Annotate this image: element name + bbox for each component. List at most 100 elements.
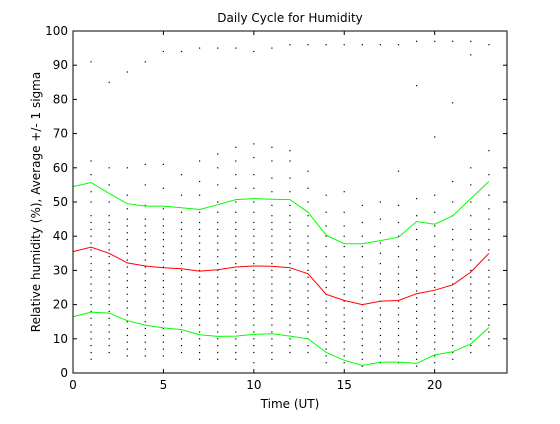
scatter-point	[307, 225, 309, 227]
scatter-point	[271, 310, 273, 312]
scatter-point	[217, 167, 219, 169]
scatter-point	[470, 317, 472, 319]
scatter-point	[416, 331, 418, 333]
scatter-point	[416, 351, 418, 354]
scatter-point	[452, 40, 454, 42]
scatter-point	[488, 218, 490, 220]
scatter-point	[343, 355, 345, 357]
scatter-point	[434, 273, 436, 275]
scatter-point	[379, 314, 381, 316]
x-tick-label: 20	[427, 378, 442, 392]
scatter-point	[379, 334, 381, 336]
scatter-point	[488, 324, 490, 326]
scatter-point	[108, 235, 110, 237]
scatter-point	[361, 290, 363, 292]
scatter-point	[235, 276, 237, 278]
scatter-point	[217, 338, 219, 340]
scatter-point	[126, 348, 128, 350]
scatter-point	[289, 177, 291, 179]
scatter-point	[90, 215, 92, 217]
scatter-point	[126, 71, 128, 73]
scatter-point	[379, 293, 381, 295]
scatter-point	[434, 300, 436, 302]
scatter-point	[307, 331, 309, 333]
scatter-point	[180, 290, 183, 292]
scatter-point	[199, 269, 201, 271]
scatter-point	[325, 327, 327, 330]
scatter-point	[361, 331, 363, 333]
scatter-point	[126, 293, 128, 295]
scatter-point	[452, 338, 454, 340]
scatter-point	[416, 259, 418, 261]
scatter-point	[108, 297, 110, 299]
scatter-point	[343, 266, 345, 268]
scatter-point	[397, 300, 400, 302]
scatter-point	[397, 280, 400, 282]
scatter-point	[126, 259, 128, 261]
scatter-point	[325, 321, 327, 323]
scatter-point	[180, 331, 183, 333]
scatter-point	[416, 85, 418, 87]
scatter-point	[108, 184, 110, 186]
scatter-point	[162, 225, 164, 227]
scatter-point	[180, 228, 183, 230]
scatter-point	[126, 208, 128, 210]
scatter-point	[452, 317, 454, 319]
scatter-point	[162, 293, 164, 295]
scatter-point	[235, 263, 237, 265]
scatter-point	[470, 239, 472, 241]
scatter-point	[217, 304, 219, 306]
scatter-point	[144, 327, 146, 330]
scatter-point	[434, 327, 436, 330]
scatter-point	[126, 232, 128, 234]
scatter-point	[180, 242, 183, 244]
scatter-point	[397, 266, 400, 268]
scatter-point	[470, 215, 472, 217]
scatter-point	[217, 290, 219, 292]
scatter-point	[397, 307, 400, 309]
scatter-point	[217, 358, 219, 360]
scatter-point	[162, 286, 164, 289]
scatter-point	[180, 235, 183, 237]
scatter-point	[416, 228, 418, 230]
scatter-point	[307, 324, 309, 326]
scatter-point	[434, 280, 436, 282]
scatter-point	[397, 314, 400, 316]
scatter-point	[397, 256, 400, 258]
scatter-point	[289, 228, 291, 230]
scatter-point	[108, 351, 110, 354]
scatter-point	[307, 187, 309, 189]
scatter-point	[199, 331, 201, 333]
scatter-point	[90, 351, 92, 354]
scatter-point	[361, 324, 363, 326]
scatter-point	[253, 249, 255, 251]
scatter-point	[488, 208, 490, 210]
scatter-point	[416, 215, 418, 217]
scatter-point	[343, 191, 345, 193]
scatter-point	[253, 50, 255, 53]
scatter-point	[180, 194, 183, 196]
scatter-point	[325, 334, 327, 336]
scatter-point	[397, 286, 400, 289]
scatter-point	[90, 338, 92, 340]
scatter-point	[416, 324, 418, 326]
scatter-point	[397, 341, 400, 343]
scatter-point	[289, 317, 291, 319]
scatter-point	[488, 345, 490, 347]
scatter-point	[361, 44, 363, 46]
scatter-point	[343, 256, 345, 258]
scatter-point	[144, 355, 146, 357]
scatter-layer	[90, 40, 490, 367]
scatter-point	[162, 307, 164, 309]
scatter-point	[361, 365, 363, 367]
scatter-point	[488, 290, 490, 292]
scatter-point	[488, 249, 490, 251]
scatter-point	[199, 345, 201, 347]
scatter-point	[144, 321, 146, 323]
scatter-point	[199, 324, 201, 326]
scatter-point	[271, 297, 273, 299]
scatter-point	[180, 324, 183, 326]
scatter-point	[397, 321, 400, 323]
scatter-point	[307, 276, 309, 278]
scatter-point	[452, 228, 454, 230]
